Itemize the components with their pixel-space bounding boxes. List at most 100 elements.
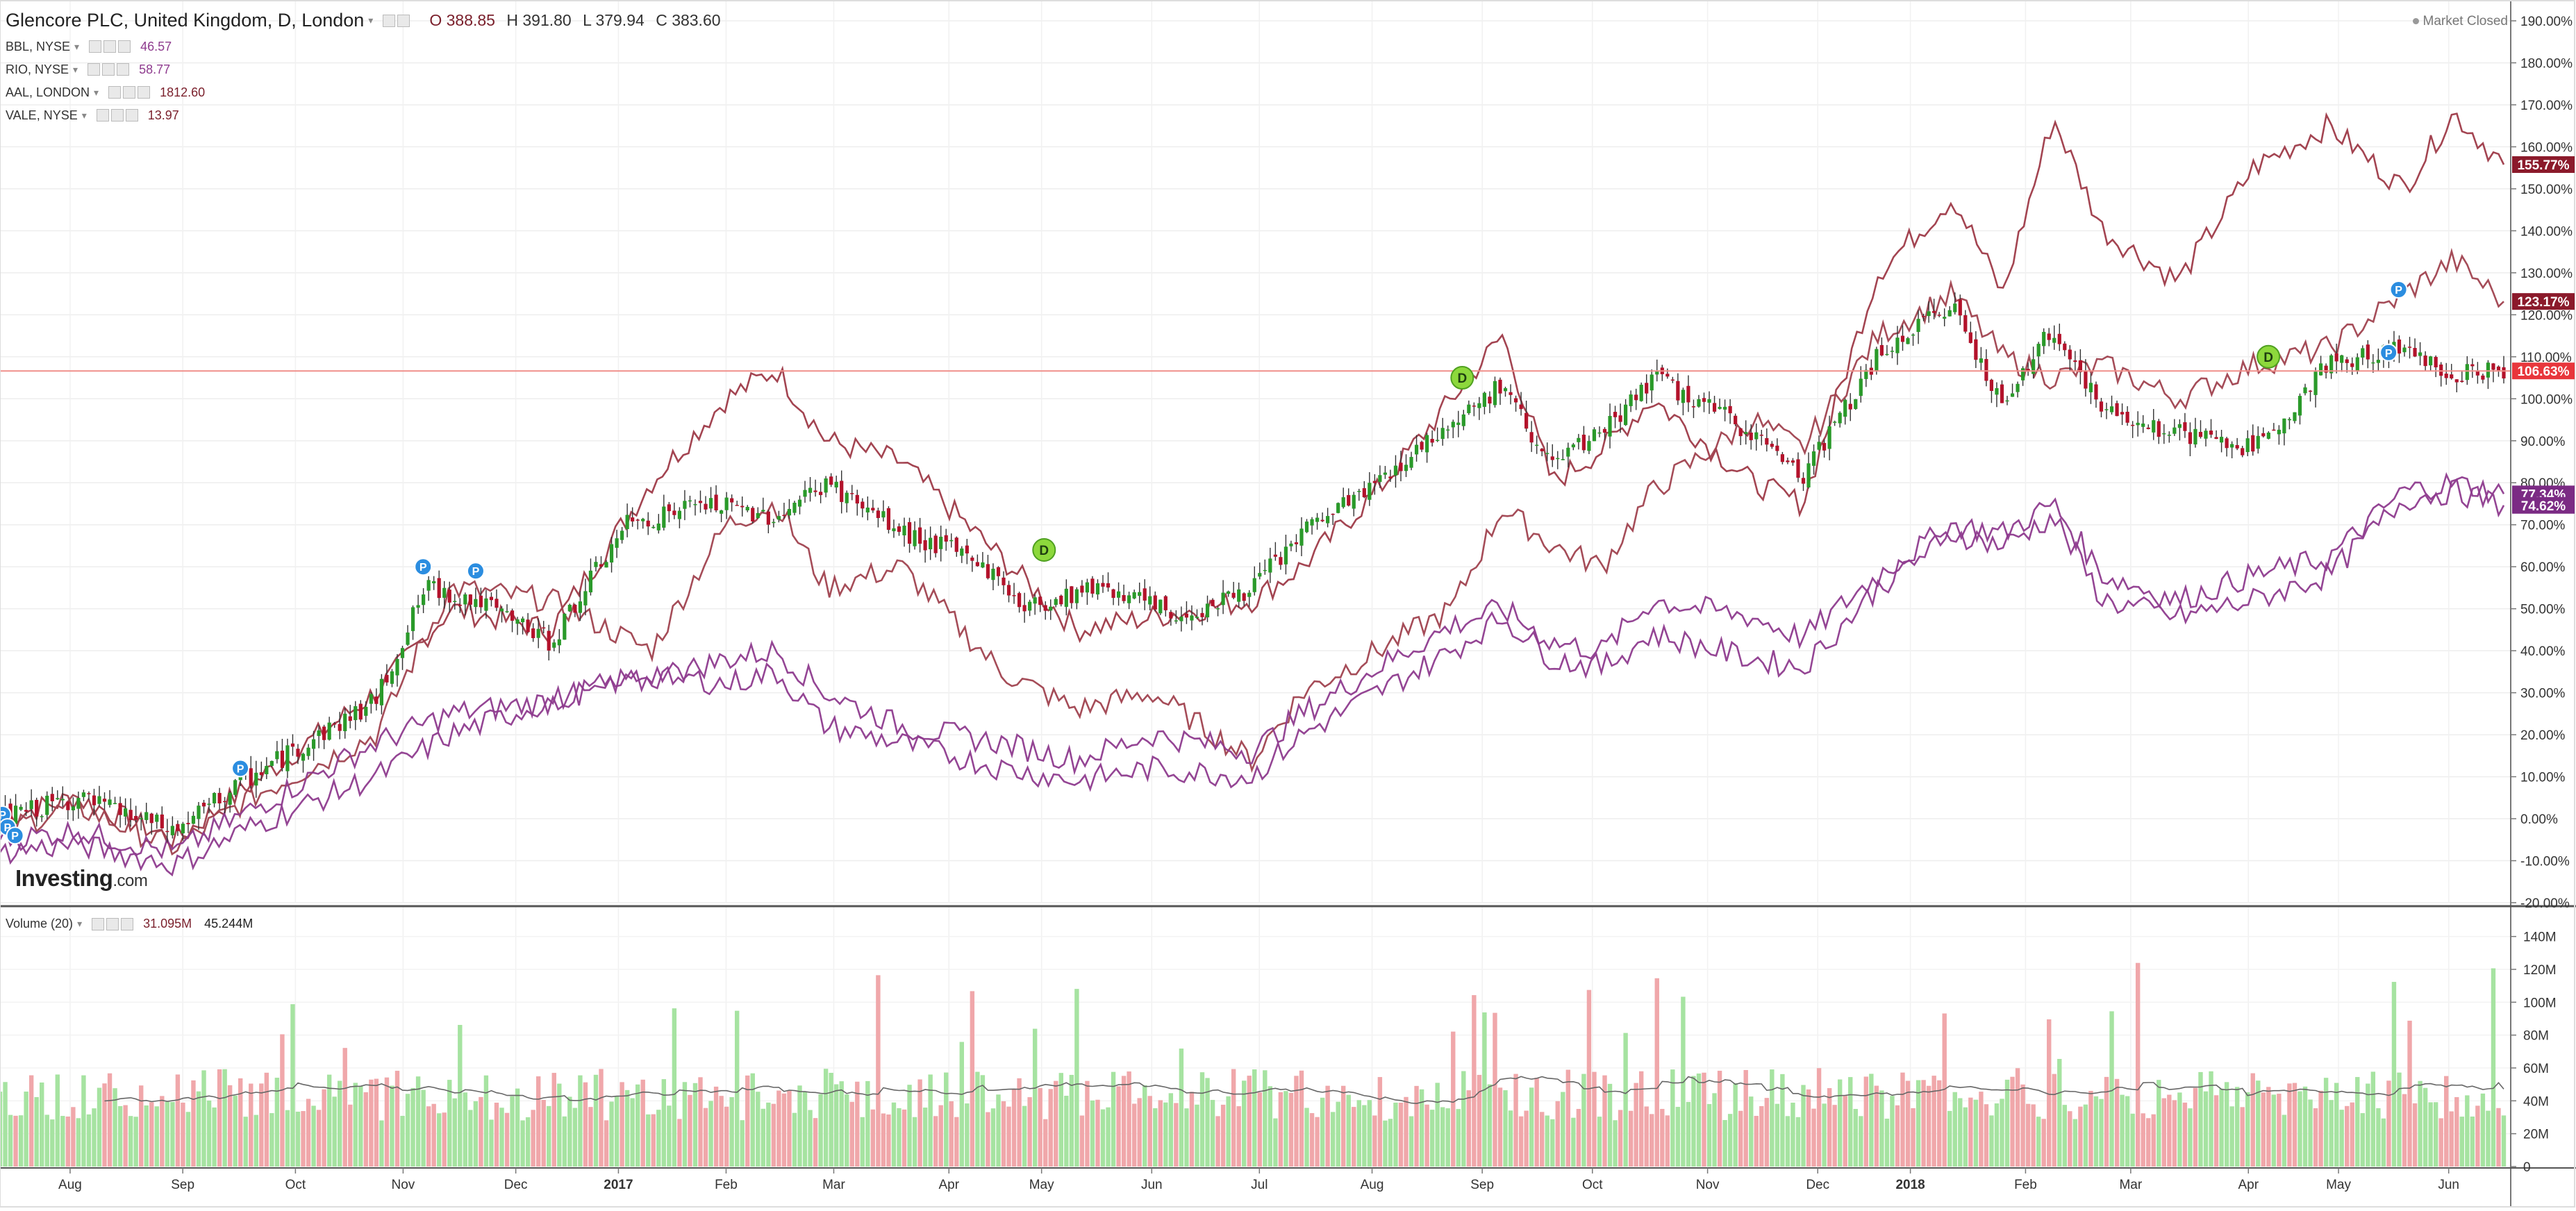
volume-bar bbox=[2282, 1114, 2287, 1167]
settings-icon[interactable] bbox=[89, 40, 102, 53]
volume-bar bbox=[0, 1092, 3, 1167]
volume-bar bbox=[1477, 1074, 1482, 1167]
dividend-marker[interactable]: D bbox=[1450, 366, 1474, 390]
chevron-down-icon[interactable]: ▾ bbox=[77, 918, 83, 929]
volume-bar bbox=[2203, 1091, 2209, 1167]
time-axis[interactable]: Aug Sep Oct Nov Dec 2017 Feb Mar Apr May Jun Jul Aug… bbox=[58, 1168, 2459, 1192]
event-marker-p[interactable]: P bbox=[231, 759, 250, 778]
axis-tick-label: -10.00% bbox=[2520, 855, 2570, 869]
chevron-down-icon[interactable]: ▾ bbox=[94, 86, 99, 98]
volume-bar bbox=[2062, 1105, 2068, 1167]
event-marker-p[interactable]: P bbox=[2389, 281, 2408, 299]
candle-body bbox=[1472, 406, 1476, 407]
candle-body bbox=[66, 801, 70, 810]
candle-body bbox=[2350, 363, 2354, 367]
close-icon[interactable] bbox=[118, 40, 131, 53]
volume-bar bbox=[452, 1098, 457, 1167]
hide-icon[interactable] bbox=[110, 109, 124, 122]
candle-body bbox=[1947, 310, 1952, 317]
candle-body bbox=[672, 510, 676, 515]
volume-bar bbox=[274, 1078, 280, 1167]
candle-body bbox=[1838, 412, 1842, 424]
close-icon[interactable] bbox=[138, 86, 151, 99]
settings-icon[interactable] bbox=[92, 917, 105, 930]
hide-icon[interactable] bbox=[106, 917, 119, 930]
event-marker-p[interactable]: P bbox=[466, 562, 485, 581]
chevron-down-icon[interactable]: ▾ bbox=[73, 63, 78, 75]
volume-axis[interactable]: 140M 120M 100M 80M 60M 40M 20M 0 bbox=[2511, 930, 2557, 1175]
volume-bar bbox=[1236, 1106, 1241, 1167]
compare-label[interactable]: RIO, NYSE bbox=[6, 62, 69, 76]
compare-legend-aal[interactable]: AAL, LONDON ▾ 1812.60 bbox=[6, 85, 721, 100]
volume-bar bbox=[661, 1079, 667, 1167]
event-marker-p[interactable]: P bbox=[414, 558, 433, 576]
compare-label[interactable]: VALE, NYSE bbox=[6, 108, 78, 122]
candle-body bbox=[1064, 588, 1068, 607]
hide-icon[interactable] bbox=[123, 86, 136, 99]
settings-icon[interactable] bbox=[88, 63, 101, 76]
event-marker-p[interactable]: P bbox=[6, 826, 24, 845]
settings-icon[interactable] bbox=[108, 86, 122, 99]
settings-icon[interactable] bbox=[383, 14, 396, 27]
candle-body bbox=[1670, 379, 1675, 381]
close-icon[interactable] bbox=[117, 63, 130, 76]
investing-logo[interactable]: Investing.com bbox=[15, 865, 148, 892]
volume-bar bbox=[797, 1085, 802, 1167]
volume-label[interactable]: Volume (20) bbox=[6, 917, 74, 930]
volume-bar bbox=[1900, 1072, 1905, 1167]
compare-legend-vale[interactable]: VALE, NYSE ▾ 13.97 bbox=[6, 108, 721, 123]
candle-body bbox=[913, 530, 917, 546]
hide-icon[interactable] bbox=[103, 40, 117, 53]
volume-bar bbox=[2266, 1087, 2271, 1167]
compare-label[interactable]: AAL, LONDON bbox=[6, 85, 90, 99]
dividend-marker[interactable]: D bbox=[1032, 538, 1056, 562]
price-axis[interactable]: 190.00% 180.00% 170.00% 160.00% 150.00% 140.0… bbox=[2511, 15, 2573, 911]
compare-legend-bbl[interactable]: BBL, NYSE ▾ 46.57 bbox=[6, 39, 721, 54]
dividend-marker[interactable]: D bbox=[2257, 344, 2281, 369]
compare-legend-rio[interactable]: RIO, NYSE ▾ 58.77 bbox=[6, 62, 721, 77]
volume-bar bbox=[65, 1116, 71, 1167]
hide-icon[interactable] bbox=[102, 63, 115, 76]
volume-ma-value: 45.244M bbox=[204, 917, 254, 930]
volume-bar bbox=[2360, 1113, 2365, 1167]
candle-body bbox=[2329, 355, 2334, 374]
candle-body bbox=[917, 527, 922, 544]
close-icon[interactable] bbox=[125, 109, 138, 122]
volume-bar bbox=[358, 1086, 363, 1167]
volume-bar bbox=[254, 1114, 258, 1167]
volume-bar bbox=[295, 1111, 301, 1167]
candle-body bbox=[1132, 592, 1136, 599]
chevron-down-icon[interactable]: ▾ bbox=[81, 109, 87, 121]
hide-icon[interactable] bbox=[397, 14, 410, 27]
candle-body bbox=[207, 803, 211, 805]
chevron-down-icon[interactable]: ▾ bbox=[74, 40, 80, 52]
chevron-down-icon[interactable]: ▾ bbox=[368, 15, 374, 26]
volume-bar bbox=[2480, 1093, 2486, 1167]
volume-legend[interactable]: Volume (20) ▾ 31.095M 45.244M bbox=[6, 917, 253, 931]
volume-bar bbox=[1022, 1105, 1027, 1167]
volume-bar bbox=[259, 1083, 264, 1167]
candle-body bbox=[176, 824, 180, 831]
main-symbol-label[interactable]: Glencore PLC, United Kingdom, D, London bbox=[6, 10, 365, 31]
compare-label[interactable]: BBL, NYSE bbox=[6, 39, 71, 53]
settings-icon[interactable] bbox=[96, 109, 109, 122]
candle-body bbox=[1545, 453, 1549, 454]
event-marker-p[interactable]: P bbox=[2379, 343, 2398, 362]
volume-bar bbox=[1534, 1078, 1539, 1167]
main-series-legend[interactable]: Glencore PLC, United Kingdom, D, London … bbox=[6, 10, 721, 31]
market-status-text: Market Closed bbox=[2423, 14, 2509, 28]
close-icon[interactable] bbox=[121, 917, 134, 930]
candle-body bbox=[2491, 363, 2495, 370]
candle-body bbox=[1498, 379, 1502, 394]
price-badge bbox=[2512, 293, 2575, 310]
candle-body bbox=[542, 627, 546, 629]
candle-body bbox=[1074, 589, 1079, 603]
price-axis-badges: 155.77%123.17%106.63%77.34%74.62% bbox=[2512, 156, 2575, 514]
volume-bar bbox=[588, 1107, 593, 1167]
volume-bar bbox=[688, 1094, 692, 1167]
volume-bar bbox=[551, 1073, 556, 1167]
time-tick-label: Nov bbox=[1696, 1178, 1720, 1192]
volume-bar bbox=[217, 1069, 222, 1167]
